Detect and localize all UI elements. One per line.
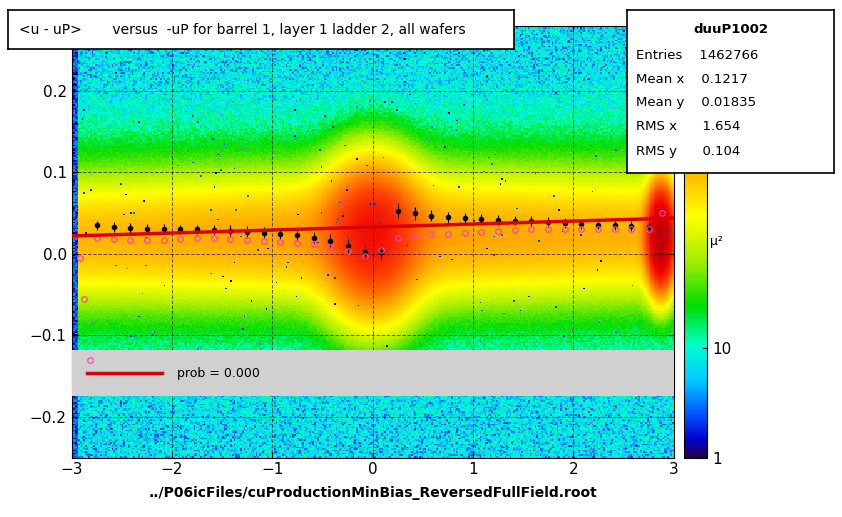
Bar — [72, 350, 674, 397]
Text: RMS x      1.654: RMS x 1.654 — [636, 120, 740, 133]
Text: Mean y    0.01835: Mean y 0.01835 — [636, 96, 755, 109]
Text: prob = 0.000: prob = 0.000 — [177, 367, 260, 380]
Text: µ²: µ² — [710, 235, 722, 248]
Text: Mean x    0.1217: Mean x 0.1217 — [636, 73, 748, 86]
Text: RMS y      0.104: RMS y 0.104 — [636, 145, 740, 158]
Text: Entries    1462766: Entries 1462766 — [636, 49, 758, 62]
X-axis label: ../P06icFiles/cuProductionMinBias_ReversedFullField.root: ../P06icFiles/cuProductionMinBias_Revers… — [148, 486, 597, 500]
Text: <u - uP>       versus  -uP for barrel 1, layer 1 ladder 2, all wafers: <u - uP> versus -uP for barrel 1, layer … — [19, 23, 465, 37]
Text: duuP1002: duuP1002 — [693, 23, 768, 36]
